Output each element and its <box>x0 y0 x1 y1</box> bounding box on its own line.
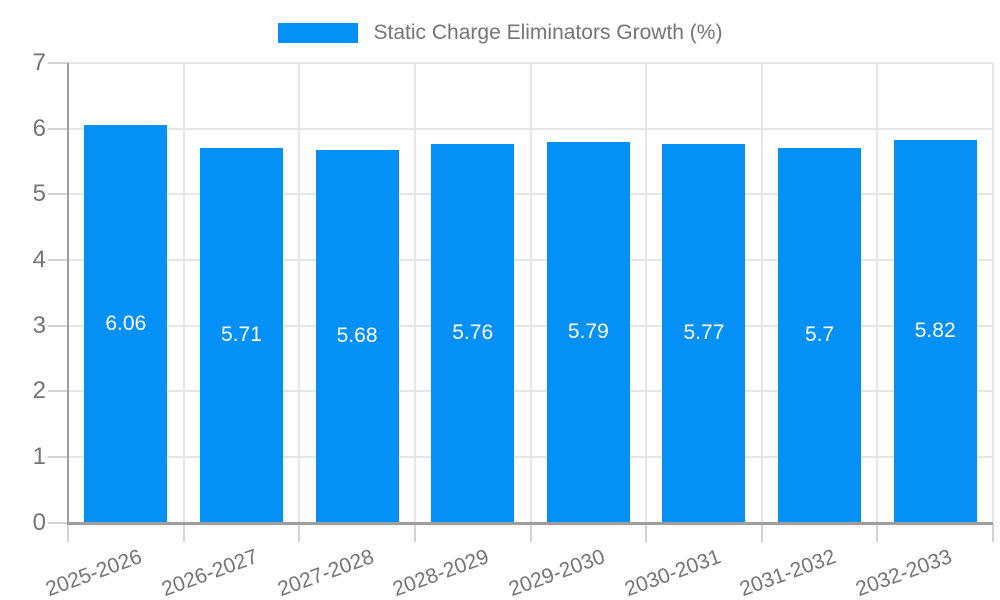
y-axis-label: 1 <box>32 442 46 470</box>
x-tick-mark <box>67 524 69 542</box>
legend-item[interactable]: Static Charge Eliminators Growth (%) <box>277 21 723 45</box>
x-gridline <box>413 63 416 523</box>
x-gridline <box>298 63 301 523</box>
y-tick-mark <box>48 193 68 196</box>
x-axis-label: 2027-2028 <box>274 544 377 600</box>
y-axis-label: 2 <box>32 377 46 405</box>
y-tick-mark <box>48 390 68 393</box>
bar-value-label: 5.7 <box>804 323 835 347</box>
y-axis-label: 5 <box>32 180 46 208</box>
bar[interactable] <box>662 143 746 523</box>
bar-value-label: 5.76 <box>452 321 494 345</box>
y-axis-label: 3 <box>32 311 46 339</box>
legend-label: Static Charge Eliminators Growth (%) <box>373 21 723 44</box>
x-tick-mark <box>413 524 416 542</box>
x-tick-mark <box>760 524 763 542</box>
x-axis-label: 2031-2032 <box>736 544 840 600</box>
x-axis-label: 2030-2031 <box>621 544 724 600</box>
bar[interactable] <box>546 142 630 523</box>
x-tick-mark <box>298 524 301 542</box>
y-axis-label: 0 <box>32 508 46 536</box>
bar-value-label: 6.06 <box>105 311 147 335</box>
x-axis-line <box>67 521 993 525</box>
y-axis-label: 6 <box>32 114 46 142</box>
y-tick-mark <box>48 455 68 458</box>
x-gridline <box>645 63 648 523</box>
bar[interactable] <box>893 140 977 523</box>
x-axis-label: 2032-2033 <box>852 544 955 600</box>
x-axis-label: 2026-2027 <box>158 544 261 600</box>
x-gridline <box>992 63 994 523</box>
x-tick-mark <box>992 524 994 542</box>
bar-value-label: 5.68 <box>336 324 378 348</box>
bar-value-label: 5.79 <box>567 320 609 344</box>
y-tick-mark <box>48 324 68 327</box>
x-gridline <box>760 63 763 523</box>
y-tick-mark <box>48 521 68 524</box>
y-tick-mark <box>48 258 68 261</box>
bar-value-label: 5.82 <box>914 319 956 343</box>
x-tick-mark <box>876 524 879 542</box>
x-gridline <box>182 63 185 523</box>
x-axis-label: 2025-2026 <box>43 544 146 600</box>
x-tick-mark <box>645 524 648 542</box>
y-axis-line <box>67 63 69 524</box>
y-axis-label: 7 <box>32 49 46 76</box>
x-axis-label: 2029-2030 <box>505 544 608 600</box>
x-tick-mark <box>182 524 185 542</box>
x-gridline <box>529 63 532 523</box>
legend: Static Charge Eliminators Growth (%) <box>0 21 1000 45</box>
bar-value-label: 5.71 <box>221 323 262 347</box>
legend-swatch-icon <box>277 23 358 43</box>
bar-value-label: 5.77 <box>683 321 725 345</box>
y-tick-mark <box>48 62 68 64</box>
bar[interactable] <box>431 144 515 523</box>
bar[interactable] <box>778 148 862 523</box>
x-axis-label: 2028-2029 <box>389 544 493 600</box>
x-gridline <box>876 63 879 523</box>
x-tick-mark <box>529 524 532 542</box>
bar[interactable] <box>84 124 168 523</box>
bar[interactable] <box>315 149 399 523</box>
y-axis-label: 4 <box>32 245 46 273</box>
bar[interactable] <box>199 147 283 523</box>
y-tick-mark <box>48 127 68 130</box>
